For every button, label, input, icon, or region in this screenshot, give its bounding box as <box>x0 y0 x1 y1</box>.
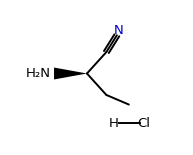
Text: N: N <box>114 24 124 37</box>
Text: H: H <box>109 117 119 130</box>
Text: H₂N: H₂N <box>25 67 50 80</box>
Polygon shape <box>54 68 87 80</box>
Text: Cl: Cl <box>137 117 150 130</box>
